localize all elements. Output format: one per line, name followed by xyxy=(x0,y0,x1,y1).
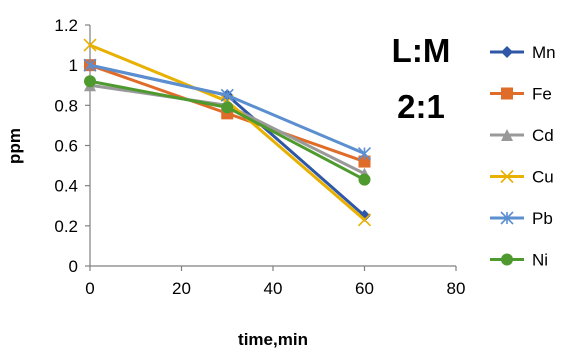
series-mn xyxy=(84,59,371,222)
legend-label: Cu xyxy=(532,168,554,187)
legend-marker xyxy=(501,46,513,58)
legend-label: Pb xyxy=(532,209,553,228)
data-point-ni xyxy=(84,75,96,88)
series-pb xyxy=(83,58,372,161)
y-tick-label: 0.2 xyxy=(54,217,78,236)
y-tick-label: 0 xyxy=(69,257,78,276)
series-cu xyxy=(83,38,372,227)
series-line-cu xyxy=(89,43,366,221)
x-tick-label: 40 xyxy=(264,279,283,298)
legend-item-mn: Mn xyxy=(490,43,556,62)
y-tick-label: 0.4 xyxy=(54,177,78,196)
data-point-pb xyxy=(83,58,97,72)
legend-marker xyxy=(501,253,513,266)
x-tick-label: 60 xyxy=(355,279,374,298)
data-point-fe xyxy=(358,155,371,168)
data-point-ni xyxy=(221,101,234,114)
data-point-pb xyxy=(357,146,372,161)
legend-label: Ni xyxy=(532,251,548,270)
x-tick-label: 0 xyxy=(85,279,94,298)
legend-label: Cd xyxy=(532,126,554,145)
tick-marks: 0 0.2 0.4 0.6 0.8 1 1.2 0 20 40 60 80 xyxy=(54,16,465,298)
y-tick-label: 0.8 xyxy=(54,96,78,115)
data-point-ni xyxy=(358,173,371,186)
legend-marker xyxy=(501,129,513,141)
series-fe xyxy=(84,59,371,168)
legend-label: Mn xyxy=(532,43,556,62)
ratio-value: 2:1 xyxy=(397,88,445,125)
legend-label: Fe xyxy=(532,85,552,104)
ratio-label: L:M xyxy=(392,32,451,69)
legend-item-cd: Cd xyxy=(490,126,554,145)
x-tick-label: 20 xyxy=(172,279,191,298)
y-tick-label: 1.2 xyxy=(54,16,78,35)
data-point-cu xyxy=(357,213,372,227)
legend: Mn Fe Cd Cu Pb Ni xyxy=(490,43,556,270)
x-tick-label: 80 xyxy=(447,279,466,298)
legend-marker xyxy=(501,87,513,100)
y-tick-label: 1 xyxy=(69,56,78,75)
y-axis-title: ppm xyxy=(5,128,24,164)
legend-item-pb: Pb xyxy=(490,209,553,228)
legend-marker xyxy=(500,169,514,184)
y-tick-label: 0.6 xyxy=(54,137,78,156)
data-point-pb xyxy=(220,88,234,102)
legend-item-cu: Cu xyxy=(490,168,554,187)
x-axis-title: time,min xyxy=(238,330,308,349)
data-point-cu xyxy=(83,38,97,52)
legend-marker xyxy=(500,211,514,225)
series-ni xyxy=(84,75,371,186)
legend-item-fe: Fe xyxy=(490,85,552,104)
legend-item-ni: Ni xyxy=(490,251,548,270)
series-group xyxy=(83,38,372,227)
